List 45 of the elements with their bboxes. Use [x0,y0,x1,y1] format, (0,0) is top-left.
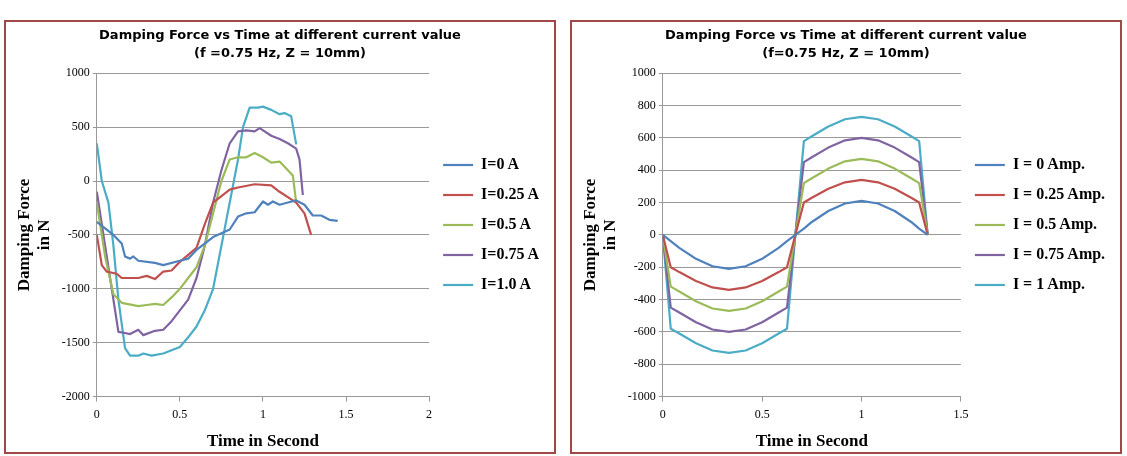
x-tick-label: 1.5 [338,406,354,421]
x-axis-title: Time in Second [755,430,869,450]
x-tick-label: 0 [93,406,100,421]
legend-label: I=0.75 A [481,245,540,263]
y-tick-label: -2000 [61,388,90,403]
y-tick-label: 500 [71,119,90,134]
legend-label: I = 1 Amp. [1012,275,1086,294]
legend-label: I = 0 Amp. [1012,155,1086,174]
y-tick-label: -600 [633,324,656,339]
y-tick-label: -200 [633,259,656,274]
y-axis-title: Damping Force in N [579,178,619,292]
y-tick-label: 600 [637,130,656,145]
chart-title: Damping Force vs Time at different current value [665,27,1028,43]
legend-label: I = 0.25 Amp. [1012,185,1106,204]
x-tick-label: 2 [426,406,433,421]
y-tick-label: -1500 [61,334,90,349]
y-tick-label: -800 [633,356,656,371]
chart-title: Damping Force vs Time at different current value [99,27,462,43]
x-axis-title: Time in Second [206,430,320,450]
y-tick-label: -1000 [61,280,90,295]
legend-label: I=0.5 A [481,215,532,233]
x-tick-label: 0.5 [754,406,770,421]
y-tick-label: 1000 [631,65,656,80]
y-tick-label: 800 [637,97,656,112]
y-tick-label: -400 [633,291,656,306]
y-tick-label: 1000 [65,65,90,80]
x-tick-label: 1.5 [953,406,969,421]
legend-label: I = 0.75 Amp. [1012,245,1106,264]
x-tick-label: 1 [259,406,266,421]
legend-label: I = 0.5 Amp. [1012,215,1098,234]
y-tick-label: 200 [637,194,656,209]
y-axis-title: Damping Force in N [13,178,53,292]
x-tick-label: 0 [659,406,666,421]
y-tick-label: 400 [637,162,656,177]
x-tick-label: 1 [858,406,865,421]
legend-label: I=0.25 A [481,185,540,203]
chart-subtitle: (f =0.75 Hz, Z = 10mm) [193,44,367,60]
y-tick-label: -500 [67,227,90,242]
y-tick-label: 0 [649,227,656,242]
y-tick-label: -1000 [627,388,656,403]
y-tick-label: 0 [83,173,90,188]
legend-label: I=0 A [481,155,520,173]
chart-subtitle: (f=0.75 Hz, Z = 10mm) [762,44,930,60]
x-tick-label: 0.5 [172,406,188,421]
legend-label: I=1.0 A [481,275,532,293]
